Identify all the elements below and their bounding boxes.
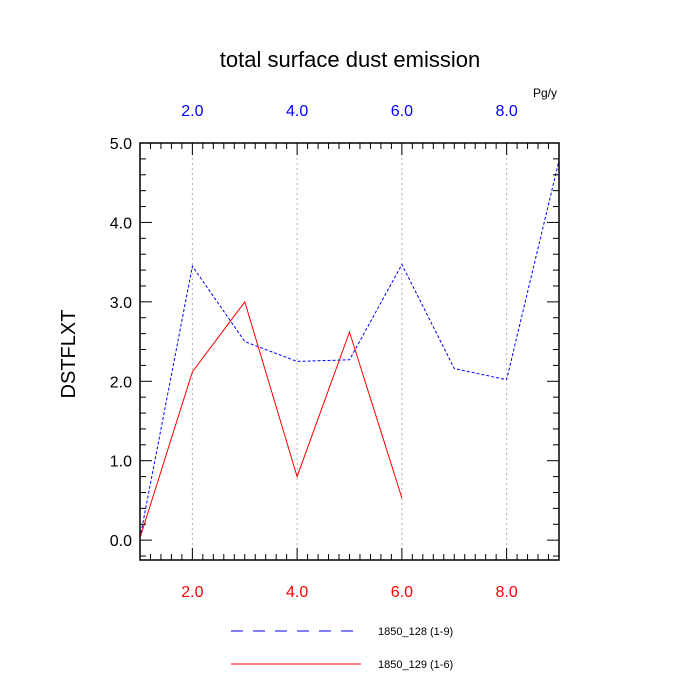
y-tick-label-4: 4.0 xyxy=(110,215,132,232)
legend-label-2: 1850_129 (1-6) xyxy=(378,659,453,671)
y-axis-label: DSTFLXT xyxy=(58,310,80,399)
x-tick-label-top-0: 2.0 xyxy=(181,103,203,120)
x-tick-label-top-1: 4.0 xyxy=(286,103,308,120)
legend-label-1: 1850_128 (1-9) xyxy=(378,626,453,638)
chart-title: total surface dust emission xyxy=(220,47,480,72)
units-label: Pg/y xyxy=(533,86,557,100)
y-tick-label-0: 0.0 xyxy=(110,533,132,550)
y-tick-label-3: 3.0 xyxy=(110,295,132,312)
x-tick-label-top-3: 8.0 xyxy=(496,103,518,120)
series-line-1 xyxy=(139,160,560,538)
series-line-2 xyxy=(139,300,403,538)
x-tick-label-bottom-3: 8.0 xyxy=(496,584,518,601)
y-tick-label-2: 2.0 xyxy=(110,374,132,391)
x-tick-label-bottom-1: 4.0 xyxy=(286,584,308,601)
y-tick-label-1: 1.0 xyxy=(110,454,132,471)
grid-lines xyxy=(191,143,508,560)
x-tick-label-bottom-2: 6.0 xyxy=(391,584,413,601)
series-lines xyxy=(139,160,560,538)
plot-frame xyxy=(139,142,560,561)
legend: 1850_128 (1-9) 1850_129 (1-6) xyxy=(231,626,453,671)
x-tick-label-top-2: 6.0 xyxy=(391,103,413,120)
x-tick-label-bottom-0: 2.0 xyxy=(181,584,203,601)
axes: 0.0 1.0 2.0 3.0 4.0 5.0 2.0 2.0 4.0 4.0 6.0 6.0 8.0 8… xyxy=(110,103,560,601)
y-tick-label-5: 5.0 xyxy=(110,136,132,153)
